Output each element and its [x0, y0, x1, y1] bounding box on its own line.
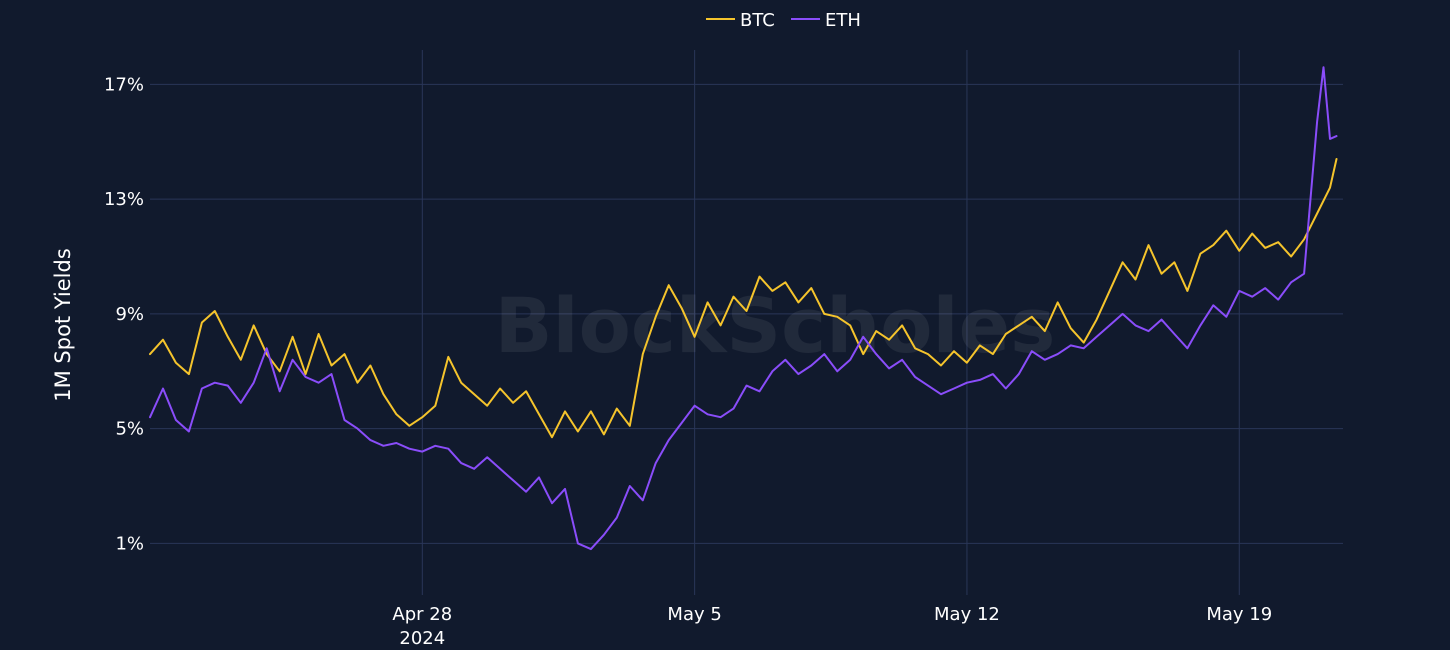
series-lines	[149, 66, 1338, 551]
gridlines	[150, 50, 1343, 595]
legend-label-eth: ETH	[825, 10, 861, 31]
x-tick-label: May 19	[1206, 604, 1272, 625]
y-axis-ticks: 1% 5% 9% 13% 17%	[104, 74, 144, 554]
x-tick-label: Apr 28	[392, 604, 452, 625]
y-axis-title: 1M Spot Yields	[51, 248, 75, 402]
x-tick-label: May 5	[667, 604, 721, 625]
legend: BTC ETH	[706, 10, 861, 31]
x-tick-sublabel: 2024	[399, 628, 445, 649]
series-line-eth	[149, 66, 1338, 551]
y-tick-label: 13%	[104, 189, 144, 210]
x-tick-label: May 12	[934, 604, 1000, 625]
watermark-logo: BlockScholes	[495, 281, 1056, 370]
y-tick-label: 9%	[115, 304, 144, 325]
series-line-btc	[149, 158, 1338, 439]
x-axis-ticks: Apr 28 2024 May 5 May 12 May 19	[392, 604, 1272, 649]
y-tick-label: 17%	[104, 74, 144, 95]
legend-label-btc: BTC	[740, 10, 775, 31]
y-tick-label: 1%	[115, 533, 144, 554]
y-tick-label: 5%	[115, 419, 144, 440]
